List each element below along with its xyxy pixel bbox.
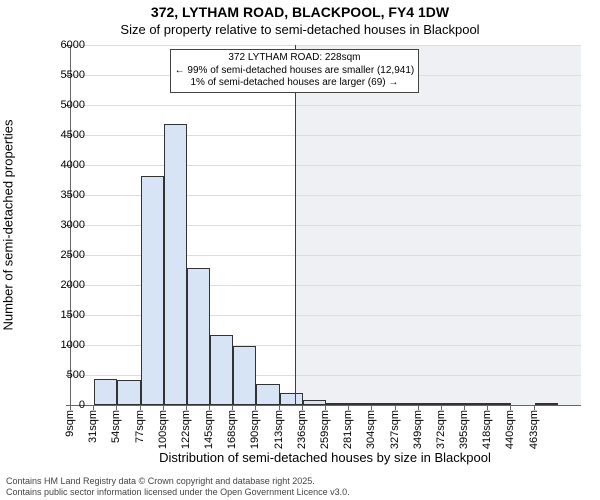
annotation-line1: 372 LYTHAM ROAD: 228sqm: [175, 52, 415, 65]
ytick-label: 1500: [35, 309, 85, 321]
chart-title-sub: Size of property relative to semi-detach…: [0, 22, 600, 37]
y-axis-label: Number of semi-detached properties: [1, 14, 16, 225]
footer: Contains HM Land Registry data © Crown c…: [6, 476, 350, 498]
xtick-label: 349sqm: [412, 410, 424, 449]
plot-area: 372 LYTHAM ROAD: 228sqm← 99% of semi-det…: [70, 45, 581, 406]
footer-line-1: Contains HM Land Registry data © Crown c…: [6, 476, 350, 487]
ytick-label: 3500: [35, 189, 85, 201]
xtick-label: 190sqm: [249, 410, 261, 449]
ytick-label: 5500: [35, 69, 85, 81]
annotation-line2: ← 99% of semi-detached houses are smalle…: [175, 65, 415, 78]
gridline: [71, 135, 581, 136]
ytick-label: 2000: [35, 279, 85, 291]
xtick-label: 145sqm: [203, 410, 215, 449]
ytick-label: 1000: [35, 339, 85, 351]
xtick-label: 122sqm: [180, 410, 192, 449]
xtick-label: 259sqm: [319, 410, 331, 449]
histogram-bar: [210, 335, 233, 405]
annotation-line3: 1% of semi-detached houses are larger (6…: [175, 77, 415, 90]
xtick-label: 440sqm: [504, 410, 516, 449]
xtick-label: 9sqm: [64, 410, 76, 437]
ytick-label: 2500: [35, 249, 85, 261]
x-axis-label: Distribution of semi-detached houses by …: [70, 450, 580, 465]
histogram-bar: [280, 393, 303, 405]
ytick-label: 5000: [35, 99, 85, 111]
footer-line-2: Contains public sector information licen…: [6, 487, 350, 498]
gridline: [71, 165, 581, 166]
ytick-label: 0: [35, 399, 85, 411]
annotation-box: 372 LYTHAM ROAD: 228sqm← 99% of semi-det…: [170, 49, 420, 93]
gridline: [71, 45, 581, 46]
ytick-label: 3000: [35, 219, 85, 231]
xtick-label: 463sqm: [528, 410, 540, 449]
xtick-label: 31sqm: [87, 410, 99, 443]
chart-container: 372, LYTHAM ROAD, BLACKPOOL, FY4 1DW Siz…: [0, 0, 600, 500]
xtick-label: 418sqm: [481, 410, 493, 449]
xtick-label: 304sqm: [365, 410, 377, 449]
xtick-label: 395sqm: [458, 410, 470, 449]
ytick-label: 6000: [35, 39, 85, 51]
xtick-label: 236sqm: [296, 410, 308, 449]
ytick-label: 4500: [35, 129, 85, 141]
xtick-label: 100sqm: [157, 410, 169, 449]
xtick-label: 327sqm: [389, 410, 401, 449]
xtick-label: 281sqm: [342, 410, 354, 449]
ytick-label: 500: [35, 369, 85, 381]
histogram-bar: [117, 380, 140, 405]
xtick-label: 213sqm: [273, 410, 285, 449]
ytick-label: 4000: [35, 159, 85, 171]
histogram-bar: [141, 176, 164, 405]
xtick-label: 54sqm: [110, 410, 122, 443]
xtick-label: 168sqm: [226, 410, 238, 449]
gridline: [71, 105, 581, 106]
xtick-label: 372sqm: [435, 410, 447, 449]
histogram-bar: [233, 346, 256, 405]
histogram-bar: [187, 268, 210, 405]
chart-title-main: 372, LYTHAM ROAD, BLACKPOOL, FY4 1DW: [0, 4, 600, 20]
histogram-bar: [164, 124, 187, 405]
histogram-bar: [256, 384, 279, 405]
reference-line: [295, 45, 296, 405]
xtick-label: 77sqm: [134, 410, 146, 443]
histogram-bar: [94, 379, 117, 405]
